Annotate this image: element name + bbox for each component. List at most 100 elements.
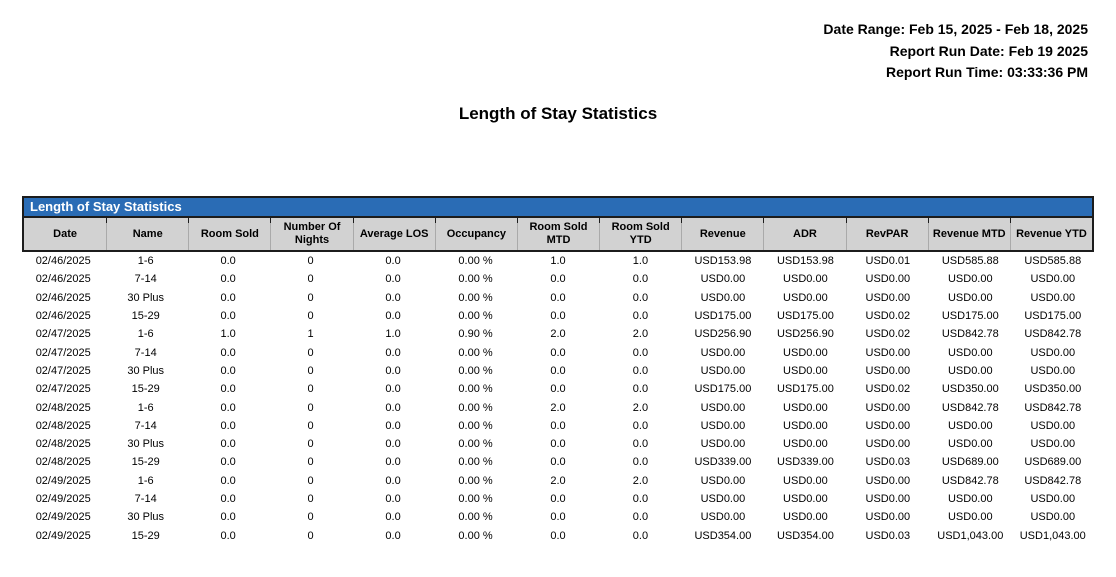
table-cell: USD0.00	[1030, 511, 1076, 524]
page-title: Length of Stay Statistics	[458, 104, 658, 123]
table-cell: 02/47/2025	[35, 364, 91, 377]
table-cell: 0.0	[550, 291, 566, 304]
table-cell: 0.0	[632, 438, 649, 451]
column-header: RevPAR	[845, 218, 928, 250]
table-cell: USD0.00	[700, 493, 746, 505]
report-run-date-line: Report Run Date: Feb 19 2025	[889, 42, 1088, 59]
table-cell: 0.0	[385, 529, 401, 542]
table-cell: USD0.00	[947, 346, 993, 359]
table-cell: 0.0	[632, 456, 649, 469]
table-cell: USD0.03	[865, 456, 911, 469]
table-cell: USD256.90	[694, 328, 752, 341]
table-cell: USD0.01	[865, 255, 911, 268]
table-cell: USD0.00	[783, 438, 828, 451]
table-cell: USD689.00	[941, 456, 999, 469]
table-cell: 0.0	[385, 438, 401, 451]
table-cell: USD0.00	[865, 346, 911, 359]
table-cell: USD0.00	[783, 511, 828, 524]
table-row: 02/47/2025 1-6 1.0 1 1.0 0.90 % 2.0 2.0 USD256.9…	[22, 325, 1094, 343]
table-cell: 0.0	[220, 456, 236, 469]
table-cell: 0.0	[220, 255, 236, 268]
table-cell: 02/49/2025	[35, 474, 91, 487]
table-cell: 0.0	[550, 511, 566, 524]
table-cell: USD0.03	[865, 529, 911, 542]
table-cell: 0.0	[632, 383, 649, 396]
table-cell: 1-6	[137, 474, 154, 487]
table-cell: USD354.00	[694, 529, 752, 542]
table-cell: USD842.78	[1024, 401, 1082, 414]
table-cell: 0.0	[632, 493, 649, 505]
table-cell: 15-29	[131, 456, 160, 469]
table-cell: USD0.00	[865, 511, 911, 524]
table-cell: USD175.00	[941, 310, 999, 323]
table-cell: 30 Plus	[127, 291, 165, 304]
table-cell: USD0.00	[700, 364, 746, 377]
table-cell: 0	[307, 511, 314, 524]
table-cell: USD0.00	[1030, 438, 1076, 451]
table-cell: 0.00 %	[458, 364, 493, 377]
table-cell: 0	[307, 493, 314, 505]
table-cell: 0.0	[385, 511, 401, 524]
table-cell: 0	[307, 273, 314, 286]
table-cell: USD0.00	[700, 273, 746, 286]
table-cell: USD0.00	[865, 273, 911, 286]
table-cell: USD0.00	[700, 474, 746, 487]
table-cell: USD0.00	[865, 364, 911, 377]
table-cell: USD0.00	[1030, 364, 1076, 377]
table-cell: USD585.88	[941, 255, 999, 268]
table-cell: USD0.00	[700, 438, 746, 451]
table-cell: USD0.00	[947, 438, 993, 451]
table-cell: 2.0	[632, 328, 649, 341]
table-cell: 02/48/2025	[35, 419, 91, 432]
table-cell: 0	[307, 346, 314, 359]
table-cell: 02/49/2025	[35, 529, 91, 542]
table-cell: 0	[307, 474, 314, 487]
table-cell: 0.0	[550, 438, 566, 451]
table-cell: 0.00 %	[458, 383, 493, 396]
table-cell: 02/46/2025	[35, 255, 91, 268]
table-title-bar: Length of Stay Statistics	[22, 196, 1094, 216]
table-cell: USD0.02	[865, 328, 911, 341]
table-cell: 0.0	[632, 346, 649, 359]
table-cell: USD689.00	[1024, 456, 1082, 469]
table-cell: 0	[307, 456, 314, 469]
table-cell: 0.00 %	[458, 456, 493, 469]
column-header: Number Of Nights	[270, 218, 352, 250]
table-cell: USD0.00	[783, 493, 828, 505]
table-cell: 1.0	[632, 255, 649, 268]
table-cell: 02/46/2025	[35, 310, 91, 323]
table-cell: 0	[307, 529, 314, 542]
table-row: 02/48/2025 15-29 0.0 0 0.0 0.00 % 0.0 0.0 USD339…	[22, 453, 1094, 471]
table-cell: 0.0	[385, 364, 401, 377]
table-cell: 0.0	[385, 255, 401, 268]
table-cell: 1.0	[385, 328, 401, 341]
table-cell: 0.0	[220, 364, 236, 377]
table-cell: USD0.00	[1030, 291, 1076, 304]
table-cell: USD0.00	[1030, 419, 1076, 432]
table-cell: USD175.00	[694, 310, 752, 323]
table-cell: USD0.00	[1030, 493, 1076, 505]
report-run-time-line: Report Run Time: 03:33:36 PM	[885, 64, 1088, 80]
table-cell: USD0.00	[947, 364, 993, 377]
table-cell: 0.00 %	[458, 493, 493, 505]
table-cell: USD0.00	[947, 511, 993, 524]
column-header: Room Sold YTD	[599, 218, 681, 250]
table-cell: USD0.02	[865, 383, 911, 396]
table-cell: 0.0	[632, 419, 649, 432]
table-cell: 0.0	[385, 291, 401, 304]
table-cell: 0.0	[385, 419, 401, 432]
table-cell: 15-29	[131, 529, 160, 542]
table-cell: USD0.00	[947, 273, 993, 286]
table-row: 02/49/2025 30 Plus 0.0 0 0.0 0.00 % 0.0 0.0 USD0…	[22, 508, 1094, 526]
table-cell: USD0.00	[700, 401, 746, 414]
table-cell: USD0.00	[865, 438, 911, 451]
table-cell: USD339.00	[694, 456, 752, 469]
table-cell: 0.0	[385, 474, 401, 487]
table-cell: 0.0	[220, 383, 236, 396]
table-cell: 0.0	[550, 493, 566, 505]
table-cell: 0	[307, 364, 314, 377]
table-cell: USD0.00	[865, 474, 911, 487]
table-cell: USD175.00	[776, 310, 834, 323]
table-cell: USD0.00	[700, 511, 746, 524]
table-cell: USD0.00	[783, 364, 828, 377]
